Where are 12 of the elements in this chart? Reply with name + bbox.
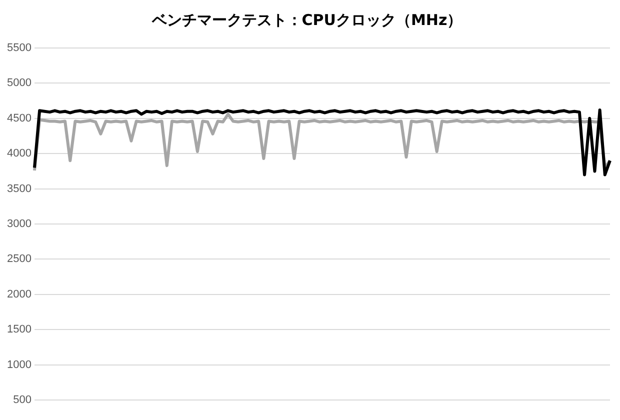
y-tick-label: 4000 <box>6 148 32 160</box>
y-tick-label: 1500 <box>6 324 32 336</box>
y-tick-label: 3000 <box>6 218 32 230</box>
y-tick-label: 2500 <box>6 253 32 266</box>
y-tick-label: 5500 <box>6 42 32 54</box>
y-tick-label: 4500 <box>6 112 32 124</box>
y-tick-label: 3500 <box>6 182 32 195</box>
chart-title: ベンチマークテスト：CPUクロック（MHz） <box>150 10 462 29</box>
y-tick-label: 1000 <box>6 358 32 371</box>
y-tick-label: 5000 <box>6 77 32 90</box>
y-tick-label: 500 <box>13 394 32 406</box>
y-tick-label: 2000 <box>6 288 32 300</box>
